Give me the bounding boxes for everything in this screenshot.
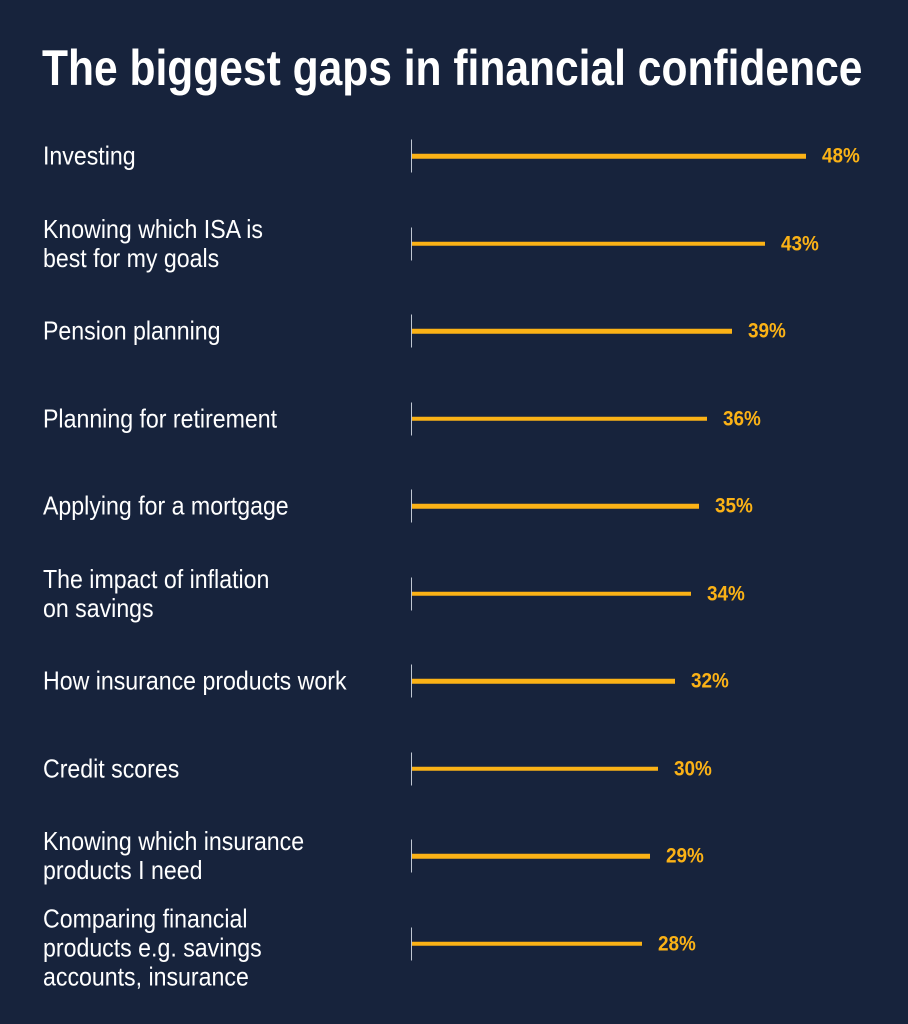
bar [412, 941, 642, 946]
axis-tick [410, 577, 412, 610]
bar [412, 591, 691, 596]
category-label: Applying for a mortgage [43, 490, 289, 521]
axis-tick [410, 489, 412, 523]
value-label: 43% [780, 230, 819, 255]
value-label: 39% [747, 318, 786, 343]
value-label: 29% [665, 843, 704, 868]
axis-tick [410, 139, 412, 173]
value-label: 30% [674, 755, 713, 780]
category-label: Investing [43, 140, 136, 171]
bar [412, 153, 806, 159]
bar [412, 853, 650, 859]
category-label: Planning for retirement [43, 403, 278, 433]
value-label: 35% [715, 493, 754, 518]
axis-tick [410, 402, 412, 435]
bar [412, 416, 708, 421]
value-label: 36% [723, 405, 762, 430]
bar [412, 766, 659, 771]
value-label: 28% [657, 930, 696, 955]
bar [412, 328, 732, 334]
axis-tick [410, 314, 412, 348]
category-label: Pension planning [43, 315, 221, 346]
bar [412, 503, 700, 509]
axis-tick [410, 664, 412, 698]
category-label: The impact of inflation on savings [43, 563, 270, 623]
axis-tick [410, 227, 412, 260]
value-label: 32% [690, 668, 729, 693]
category-label: How insurance products work [43, 665, 347, 696]
axis-tick [410, 927, 412, 960]
axis-tick [410, 839, 412, 873]
bar [412, 678, 675, 684]
category-label: Knowing which ISA is best for my goals [43, 213, 263, 273]
bar [412, 241, 765, 246]
category-label: Credit scores [43, 753, 180, 783]
axis-tick [410, 752, 412, 785]
category-label: Comparing financial products e.g. savings… [43, 903, 262, 991]
category-label: Knowing which insurance products I need [43, 826, 305, 885]
chart-title: The biggest gaps in financial confidence [42, 40, 863, 96]
value-label: 48% [821, 143, 860, 168]
value-label: 34% [706, 580, 745, 605]
